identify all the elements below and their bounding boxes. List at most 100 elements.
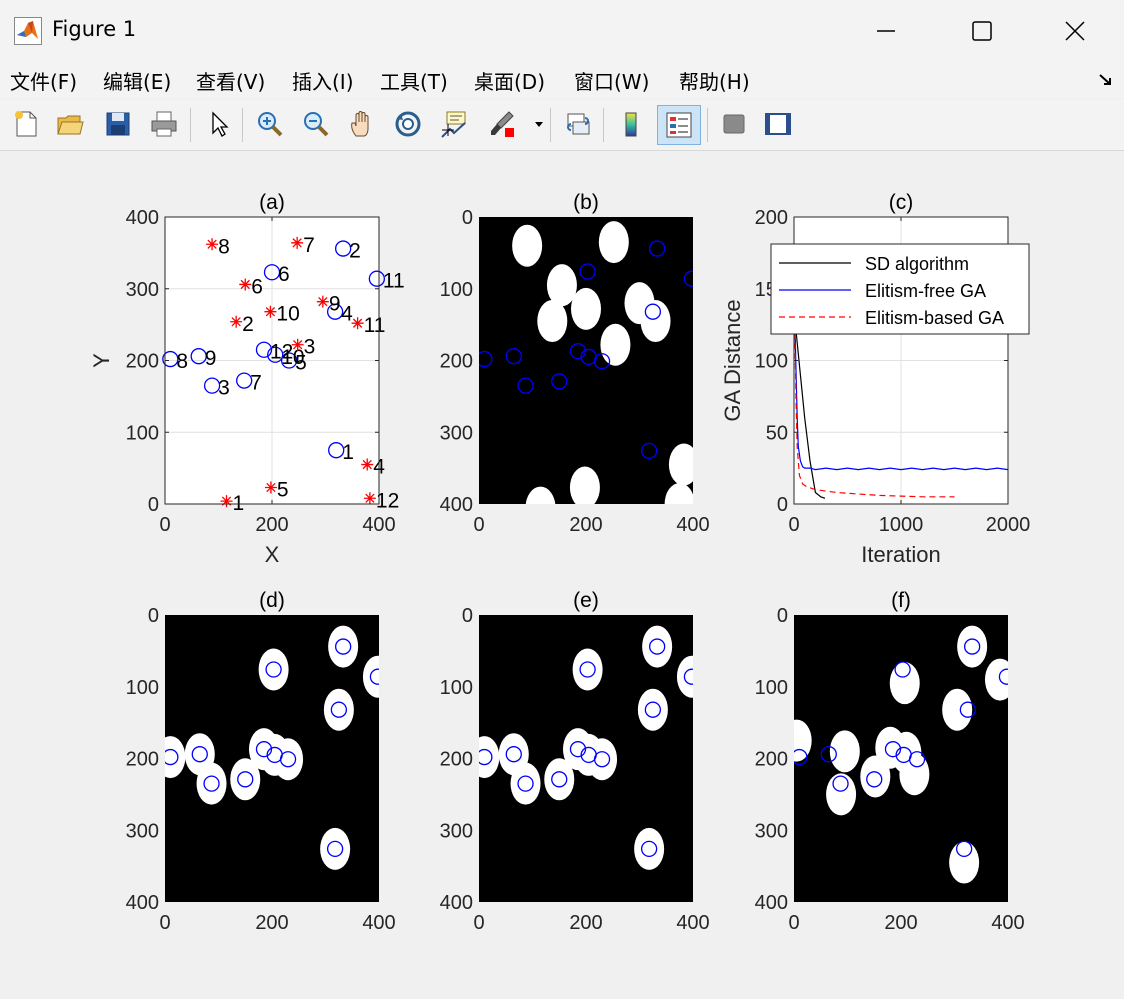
circle-marker [191,746,208,763]
circle-marker [369,668,379,685]
dock-arrow-icon[interactable] [1097,72,1115,88]
axes-title: (b) [573,191,599,214]
new-file-icon [15,111,37,137]
point-label: 2 [242,313,254,336]
show-plot-tools-button[interactable] [760,106,796,142]
point-label: 6 [278,263,290,286]
menu-file[interactable]: 文件(F) [10,70,78,94]
white-blob [328,625,359,668]
menu-edit[interactable]: 编辑(E) [103,70,172,94]
image-content [479,221,693,504]
x-tick-label: 2000 [986,514,1031,536]
point-label: 9 [329,293,341,316]
y-axis-label: GA Distance [720,299,745,421]
asterisk-marker [316,295,329,308]
brush-button[interactable] [484,106,520,142]
point-label: 10 [276,303,299,326]
menu-window[interactable]: 窗口(W) [574,70,650,94]
white-blob [323,688,354,731]
hide-plot-tools-button[interactable] [716,106,752,142]
circle-marker [649,240,666,257]
circle-marker [237,771,254,788]
y-tick-label: 400 [755,892,788,914]
close-icon [1065,21,1085,41]
circle-marker [280,352,298,369]
image-content [165,625,379,870]
circle-marker [644,303,662,320]
white-blob [676,655,693,698]
x-tick-label: 0 [159,514,170,536]
print-button[interactable] [146,106,182,142]
minimize-button[interactable] [856,12,916,50]
y-tick-label: 300 [126,820,159,842]
circle-marker [368,270,386,287]
link-plot-button[interactable] [560,106,596,142]
menu-tools[interactable]: 工具(T) [380,70,448,94]
y-tick-label: 100 [440,279,473,301]
white-blob [829,730,860,773]
maximize-button[interactable] [952,12,1012,50]
circle-marker [505,746,522,763]
circle-marker [569,741,587,758]
select-button[interactable] [200,106,236,142]
white-blob [668,443,693,486]
colorbar-button[interactable] [613,106,649,142]
circle-marker [162,350,179,368]
white-blob [957,625,988,668]
y-tick-label: 200 [755,207,788,229]
menu-view[interactable]: 查看(V) [196,70,266,94]
asterisk-marker [220,495,233,508]
figure-canvas[interactable]: 0 200 400 0 100 200 300 400 1 2 3 4 5 6 7 8 9 10 11 12 1 2 3 4 5… [0,151,1124,995]
white-blob [640,300,671,343]
toolbar [0,100,1124,151]
rotate-button[interactable] [390,106,426,142]
menu-insert[interactable]: 插入(I) [292,70,354,94]
data-cursor-icon [441,111,466,138]
circle-marker [959,701,977,718]
white-blob [889,662,920,705]
x-tick-label: 0 [473,514,484,536]
circle-marker [505,348,522,365]
open-button[interactable] [52,106,88,142]
link-plot-icon [567,113,590,135]
circle-marker [866,771,883,788]
white-blob [634,827,665,870]
asterisk-marker [361,458,374,471]
circle-marker [579,661,596,678]
circle-marker [265,661,282,678]
y-tick-label: 100 [755,351,788,373]
white-blob [196,762,227,805]
menu-help[interactable]: 帮助(H) [679,70,750,94]
asterisk-marker [230,315,243,328]
new-file-button[interactable] [8,106,44,142]
menu-desktop[interactable]: 桌面(D) [474,70,546,94]
y-tick-label: 400 [440,892,473,914]
brush-dropdown-icon[interactable] [533,119,545,129]
pan-button[interactable] [344,106,380,142]
colorbar-icon [625,112,637,137]
circle-marker [267,346,284,363]
y-tick-label: 200 [440,749,473,771]
y-tick-label: 50 [766,422,788,444]
circle-marker [517,775,534,792]
toolbar-separator [190,108,191,142]
circle-marker [640,442,658,460]
zoom-in-button[interactable] [252,106,288,142]
close-button[interactable] [1045,12,1105,50]
y-tick-label: 0 [777,605,788,627]
white-blob [642,625,673,668]
zoom-out-button[interactable] [298,106,334,142]
zoom-out-icon [304,112,329,137]
white-blob [512,224,543,267]
brush-icon [491,111,514,137]
y-axis-label: Y [89,353,114,368]
save-button[interactable] [100,106,136,142]
x-tick-label: 200 [255,912,288,934]
circle-marker [551,771,568,788]
legend-button[interactable] [657,105,701,145]
data-cursor-button[interactable] [436,106,472,142]
zoom-in-icon [258,112,283,137]
